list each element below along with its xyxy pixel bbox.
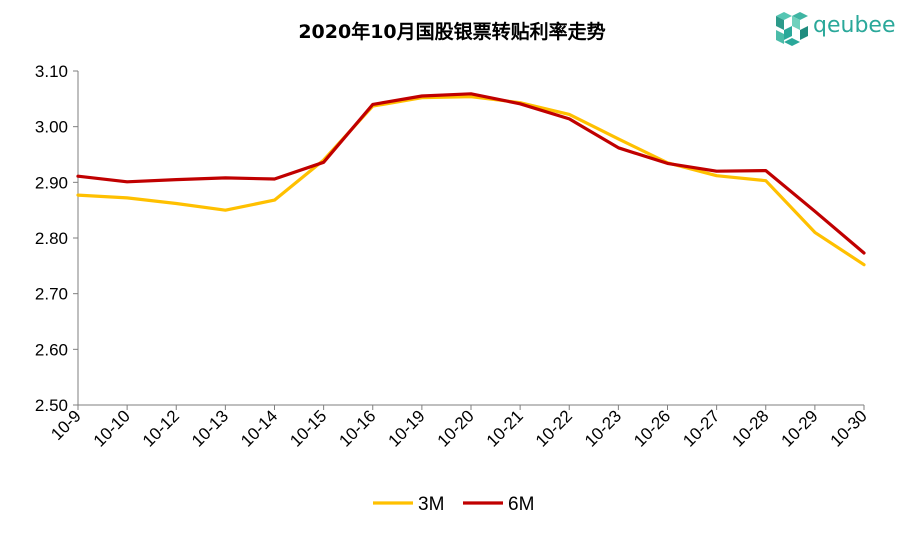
y-tick-label: 2.60 xyxy=(35,340,68,359)
series-line-6M xyxy=(76,92,866,255)
x-tick-label: 10-13 xyxy=(188,406,232,450)
x-tick-label: 10-29 xyxy=(778,406,822,450)
x-tick-label: 10-15 xyxy=(286,406,330,450)
series-line-3M xyxy=(76,94,866,267)
legend-label-6M: 6M xyxy=(508,494,534,515)
x-tick-label: 10-12 xyxy=(139,406,183,450)
y-tick-label: 3.00 xyxy=(35,118,68,137)
y-tick-label: 2.80 xyxy=(35,229,68,248)
cube-logo-icon xyxy=(776,12,808,46)
x-tick-label: 10-19 xyxy=(385,406,429,450)
x-tick-label: 10-10 xyxy=(90,406,134,450)
x-tick-label: 10-30 xyxy=(827,406,871,450)
x-tick-label: 10-16 xyxy=(335,406,379,450)
series-lines xyxy=(76,92,866,267)
y-tick-label: 3.10 xyxy=(35,62,68,81)
legend: 3M 6M xyxy=(373,494,534,515)
chart-title: 2020年10月国股银票转贴利率走势 xyxy=(298,20,605,43)
x-tick-label: 10-20 xyxy=(434,406,478,450)
logo-text: qeubee xyxy=(813,13,895,38)
x-tick-label: 10-14 xyxy=(237,406,281,450)
y-axis-tick-labels: 2.50 2.60 2.70 2.80 2.90 3.00 3.10 xyxy=(35,62,68,415)
x-tick-label: 10-28 xyxy=(728,406,772,450)
legend-label-3M: 3M xyxy=(418,494,444,515)
x-tick-label: 10-22 xyxy=(532,406,576,450)
qeubee-logo: qeubee xyxy=(776,12,895,46)
x-tick-label: 10-27 xyxy=(679,406,723,450)
x-tick-label: 10-26 xyxy=(630,406,674,450)
x-tick-label: 10-23 xyxy=(581,406,625,450)
y-tick-label: 2.70 xyxy=(35,285,68,304)
axes xyxy=(73,70,865,410)
y-tick-label: 2.90 xyxy=(35,173,68,192)
x-tick-label: 10-21 xyxy=(483,406,527,450)
x-axis-tick-labels: 10-9 10-10 10-12 10-13 10-14 10-15 10-16 10-19 1… xyxy=(47,406,870,450)
y-tick-label: 2.50 xyxy=(35,396,68,415)
